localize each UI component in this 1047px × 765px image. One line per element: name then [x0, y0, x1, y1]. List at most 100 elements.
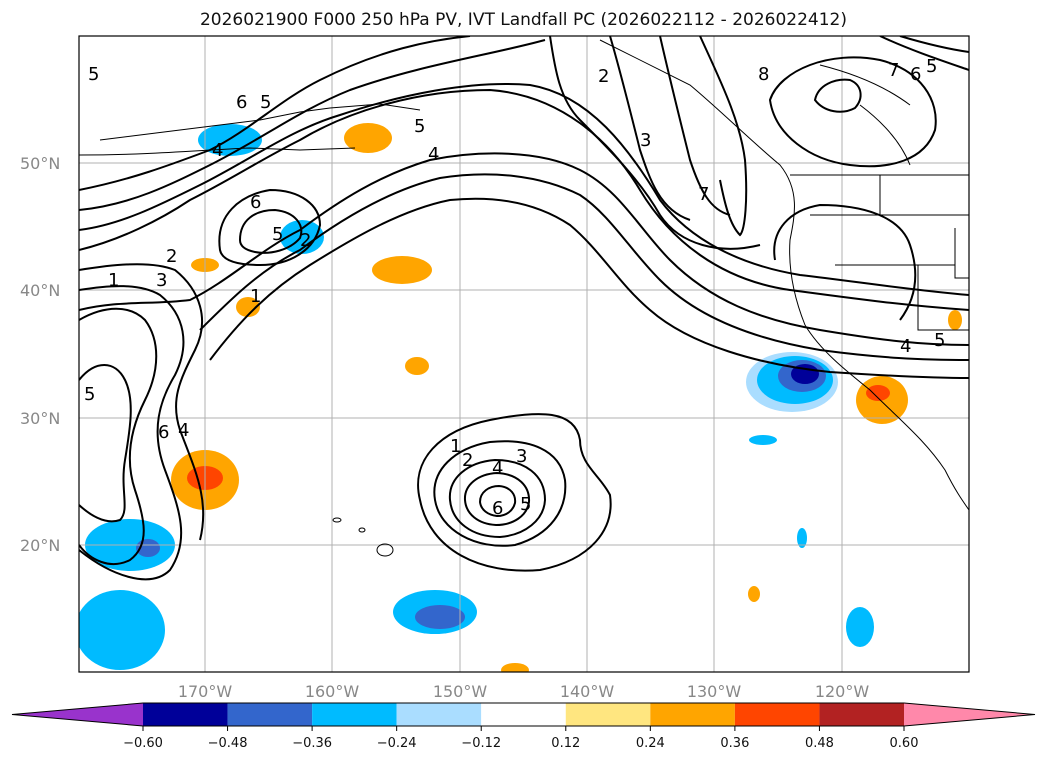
- contour-line: [463, 471, 531, 527]
- shade-orange: [405, 357, 429, 375]
- contour-line: [79, 83, 969, 296]
- colorbar-tick-label: −0.24: [377, 736, 417, 751]
- contour-label: 4: [212, 140, 223, 161]
- contour-label: 8: [758, 64, 769, 85]
- contour-line: [209, 197, 969, 379]
- contour-line: [768, 56, 937, 168]
- contour-line: [79, 88, 969, 311]
- colorbar-segment: [565, 703, 651, 726]
- contour-label: 5: [260, 92, 271, 113]
- colorbar-segment: [734, 703, 820, 726]
- contour-label: 5: [926, 56, 937, 77]
- contour-label: 4: [178, 420, 189, 441]
- map-content: 5 6 5 4 5 4 6 5 2 1 2 3 1 5 6 4 1 2 4 3 …: [79, 36, 969, 672]
- contour-line: [238, 208, 303, 254]
- colorbar-tick-label: 0.48: [805, 736, 834, 751]
- contour-label: 2: [462, 450, 473, 471]
- colorbar-tick-label: −0.12: [461, 736, 501, 751]
- colorbar-tick-label: 0.24: [636, 736, 665, 751]
- contour-label: 6: [492, 498, 503, 519]
- shade-orange: [344, 123, 392, 153]
- shade-orange: [748, 586, 760, 602]
- lon-label: 160°W: [305, 682, 360, 701]
- contour-label: 6: [250, 192, 261, 213]
- coastlines: [79, 39, 969, 557]
- contour-line: [899, 36, 969, 53]
- lon-label: 170°W: [178, 682, 233, 701]
- colorbar-tick-label: −0.36: [292, 736, 332, 751]
- shade-blue: [797, 528, 807, 548]
- shade-blue: [79, 590, 165, 670]
- contour-line: [773, 203, 917, 321]
- lat-label: 50°N: [20, 154, 60, 173]
- colorbar-tick-label: 0.60: [890, 736, 919, 751]
- colorbar-extend-high: [904, 703, 1035, 726]
- colorbar-tick-label: 0.12: [551, 736, 580, 751]
- colorbar-segment: [481, 703, 566, 726]
- contour-label: 5: [88, 64, 99, 85]
- contour-labels: 5 6 5 4 5 4 6 5 2 1 2 3 1 5 6 4 1 2 4 3 …: [84, 56, 945, 519]
- colorbar-segment: [650, 703, 735, 726]
- shade-darkblue: [415, 605, 465, 629]
- contour-line: [609, 36, 691, 221]
- contour-label: 5: [414, 116, 425, 137]
- shade-blue: [749, 435, 777, 445]
- colorbar-tick-label: −0.48: [208, 736, 248, 751]
- colorbar-segment: [143, 703, 228, 726]
- contour-line: [659, 36, 731, 216]
- gridlines: [79, 36, 969, 672]
- colorbar-segment: [227, 703, 313, 726]
- shade-orange: [236, 297, 260, 317]
- contour-label: 5: [520, 494, 531, 515]
- contour-label: 1: [450, 436, 461, 457]
- contour-label: 7: [698, 184, 709, 205]
- colorbar: −0.60 −0.48 −0.36 −0.24 −0.12 0.12 0.24 0.36 0.4…: [11, 702, 1036, 751]
- contour-line: [417, 413, 612, 572]
- shade-orange: [501, 663, 529, 672]
- lat-label: 20°N: [20, 536, 60, 555]
- contour-line: [433, 440, 567, 547]
- lat-label: 40°N: [20, 281, 60, 300]
- pc-shading: [79, 123, 962, 672]
- shade-blue: [846, 607, 874, 647]
- contour-label: 4: [492, 458, 503, 479]
- lon-label: 150°W: [433, 682, 488, 701]
- contour-label: 3: [156, 270, 167, 291]
- map-title: 2026021900 F000 250 hPa PV, IVT Landfall…: [199, 10, 847, 30]
- colorbar-segment: [819, 703, 904, 726]
- colorbar-segment: [312, 703, 397, 726]
- pv-contours: [79, 36, 969, 581]
- contour-line: [448, 458, 547, 539]
- contour-label: 5: [934, 330, 945, 351]
- contour-label: 3: [640, 130, 651, 151]
- contour-label: 3: [516, 446, 527, 467]
- lon-label: 120°W: [815, 682, 870, 701]
- contour-line: [79, 36, 471, 191]
- contour-line: [478, 484, 517, 518]
- contour-line: [79, 307, 158, 565]
- contour-label: 5: [84, 384, 95, 405]
- contour-label: 7: [888, 60, 899, 81]
- contour-label: 6: [910, 64, 921, 85]
- shade-orange: [948, 310, 962, 330]
- shade-red: [866, 385, 890, 401]
- contour-label: 2: [300, 230, 311, 251]
- contour-label: 4: [428, 144, 439, 165]
- colorbar-tick-label: −0.60: [123, 736, 163, 751]
- contour-label: 4: [900, 336, 911, 357]
- lon-axis: 170°W 160°W 150°W 140°W 130°W 120°W: [178, 682, 870, 701]
- contour-label: 6: [158, 422, 169, 443]
- contour-line: [79, 364, 132, 523]
- map-frame: [78, 35, 970, 673]
- contour-label: 6: [236, 92, 247, 113]
- contour-line: [879, 36, 969, 71]
- lon-label: 140°W: [560, 682, 615, 701]
- contour-label: 5: [272, 224, 283, 245]
- colorbar-segment: [396, 703, 482, 726]
- contour-line: [199, 173, 969, 361]
- contour-line: [79, 285, 185, 581]
- contour-label: 1: [250, 286, 261, 307]
- contour-label: 1: [108, 270, 119, 291]
- lat-axis: 50°N 40°N 30°N 20°N: [20, 154, 60, 555]
